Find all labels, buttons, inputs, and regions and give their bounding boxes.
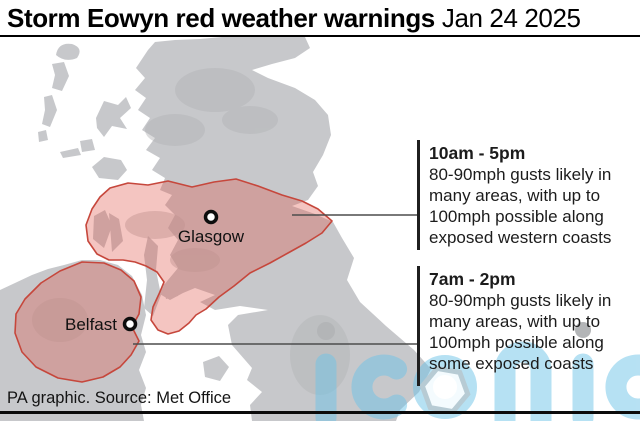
island-orkney-3 [251,38,262,46]
watermark-letter-c1 [351,354,408,420]
title-main: Storm Eowyn red weather warnings [7,3,435,33]
watermark-dot-1 [317,322,335,340]
red-warning-areas [14,178,333,383]
relief-highlands [175,68,255,112]
annotation-scotland: 10am - 5pm 80-90mph gusts likely in many… [429,143,635,248]
watermark-dot-2 [575,322,591,338]
uk-ireland-map [0,37,640,421]
callout-connectors [133,214,418,345]
island-barra [38,130,48,142]
belfast-label: Belfast [65,315,117,334]
landmasses [0,37,431,421]
iconic-watermark [315,322,640,421]
island-uist-south [42,95,57,127]
annotation-nireland-time: 7am - 2pm [429,269,516,289]
island-uist-north [52,62,69,91]
island-arran [163,282,178,299]
island-skye [96,97,131,137]
island-lewis [56,43,80,60]
title-date: Jan 24 2025 [441,3,581,33]
footer-rule [0,411,640,414]
annotation-nireland-line: 100mph possible along [429,333,604,352]
warning-area-central-scotland [85,178,333,335]
ireland-landmass [0,260,146,421]
belfast-marker [122,316,138,332]
annotation-scotland-line: exposed western coasts [429,228,612,247]
relief-uplands [170,248,220,272]
island-islay [93,210,112,248]
annotation-nireland-line: 80-90mph gusts likely in [429,291,612,310]
annotation-scotland-line: 80-90mph gusts likely in [429,165,612,184]
watermark-hexagon [419,365,471,415]
title-rule [0,35,640,37]
terrain-relief [32,68,350,395]
source-credit: PA graphic. Source: Met Office [7,389,232,407]
kintyre-peninsula [144,236,161,316]
page-title: Storm Eowyn red weather warnings Jan 24 2… [7,3,581,34]
relief-cairngorms [222,106,278,134]
island-jura [109,213,123,252]
annotation-nireland-line: many areas, with up to [429,312,601,331]
island-tiree [60,148,81,158]
relief-donegal [32,298,88,342]
header: Storm Eowyn red weather warnings Jan 24 2… [0,0,640,36]
island-orkney-1 [207,38,219,48]
relief-grampians [145,114,205,146]
callout-bar-nireland [417,266,420,386]
annotation-scotland-line: 100mph possible along [429,207,604,226]
annotation-scotland-time: 10am - 5pm [429,143,526,163]
island-orkney-2 [227,37,245,47]
island-small-isles [80,139,95,152]
isle-of-man [203,356,229,381]
glasgow-label: Glasgow [177,227,245,246]
annotation-nireland: 7am - 2pm 80-90mph gusts likely in many … [429,269,635,374]
island-mull [92,157,127,180]
relief-argyll [125,211,185,239]
glasgow-marker [203,209,219,225]
britain-mainland [135,37,431,421]
callout-bar-scotland [417,140,420,250]
city-markers [122,209,219,332]
watermark-letter-c2 [605,354,640,420]
watermark-letter-n [494,341,552,421]
annotation-scotland-line: many areas, with up to [429,186,601,205]
annotation-nireland-line: some exposed coasts [429,354,594,373]
warning-area-northern-ireland [14,261,142,383]
